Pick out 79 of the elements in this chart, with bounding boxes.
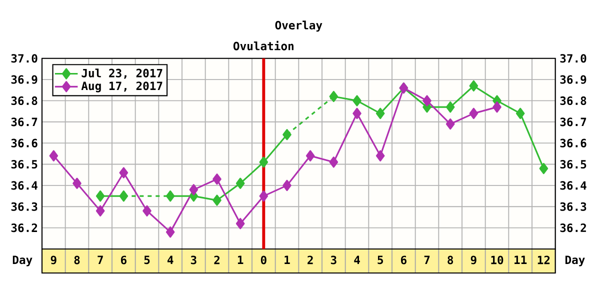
x-tick-label: 6 <box>120 256 126 264</box>
y2-tick-label: 36.2 <box>560 224 586 232</box>
x-tick-label: 9 <box>50 256 56 264</box>
point <box>282 129 292 140</box>
point <box>352 95 362 106</box>
legend-label: Aug 17, 2017 <box>81 82 162 92</box>
y2-tick-label: 36.5 <box>560 160 586 169</box>
point <box>166 226 175 238</box>
text: Day <box>565 256 585 266</box>
point <box>469 108 478 120</box>
x-tick-label: 4 <box>167 256 174 264</box>
point <box>119 190 128 202</box>
x-tick-label: 1 <box>238 256 244 264</box>
y2-tick-label: 36.9 <box>560 75 586 84</box>
point <box>259 156 268 168</box>
x-tick-label: 10 <box>491 256 504 264</box>
point <box>492 101 502 113</box>
point <box>376 150 385 162</box>
x-tick-label: 8 <box>448 256 454 264</box>
x-tick-label: 4 <box>354 256 360 264</box>
point <box>352 108 362 120</box>
x-tick-label: 8 <box>74 256 80 264</box>
x-tick-label: 7 <box>424 256 430 264</box>
y-tick-label: 36.7 <box>11 118 38 126</box>
point <box>306 150 315 162</box>
y2-tick-label: 36.8 <box>560 96 586 106</box>
x-tick-label: 9 <box>470 256 476 264</box>
point <box>376 108 385 120</box>
y2-tick-label: 36.4 <box>560 181 586 190</box>
point <box>212 173 222 185</box>
x-tick-label: 12 <box>538 256 550 264</box>
y-tick-label: 37.0 <box>11 54 38 63</box>
point <box>96 190 105 202</box>
y-tick-label: 36.2 <box>11 224 38 232</box>
x-tick-label: 3 <box>190 256 196 264</box>
x-tick-label: 0 <box>260 256 266 264</box>
point <box>96 205 105 216</box>
x-tick-label: 6 <box>400 256 406 264</box>
x-tick-label: 2 <box>308 256 313 264</box>
point <box>329 90 338 102</box>
point <box>329 156 338 168</box>
ref-line-label: Ovulation <box>233 40 294 50</box>
point <box>539 162 548 174</box>
point <box>282 180 292 192</box>
point <box>446 118 455 130</box>
x-tick-label: 7 <box>98 256 103 264</box>
y-tick-label: 36.6 <box>11 138 38 148</box>
x-tick-label: 5 <box>378 256 383 264</box>
x-axis-title: Day <box>12 256 32 266</box>
legend-label: Jul 23, 2017 <box>82 68 162 79</box>
point <box>119 167 128 178</box>
y-tick-label: 36.9 <box>11 75 38 84</box>
point <box>166 190 175 202</box>
y-tick-label: 36.5 <box>11 160 38 169</box>
point <box>446 101 455 113</box>
x-tick-label: 1 <box>284 256 290 264</box>
y2-tick-label: 36.3 <box>560 202 586 211</box>
point <box>236 218 245 230</box>
point <box>236 178 245 189</box>
y-tick-label: 36.4 <box>11 181 38 190</box>
point <box>212 194 222 206</box>
y-tick-label: 36.3 <box>11 202 38 211</box>
point <box>72 178 82 189</box>
x-tick-label: 2 <box>214 256 220 264</box>
x-tick-label: 5 <box>144 256 150 264</box>
y2-tick-label: 36.7 <box>560 118 586 126</box>
point <box>189 184 198 196</box>
point <box>469 80 478 92</box>
point <box>142 205 152 216</box>
x-tick-label: 3 <box>330 256 336 264</box>
x-tick-label: 11 <box>514 256 527 264</box>
point <box>259 190 268 202</box>
y2-tick-label: 37.0 <box>560 54 586 63</box>
point <box>422 95 432 106</box>
y2-tick-label: 36.6 <box>560 138 586 148</box>
chart-title: Overlay <box>275 20 322 32</box>
point <box>49 150 58 162</box>
point <box>516 108 525 120</box>
y-tick-label: 36.8 <box>11 96 38 106</box>
